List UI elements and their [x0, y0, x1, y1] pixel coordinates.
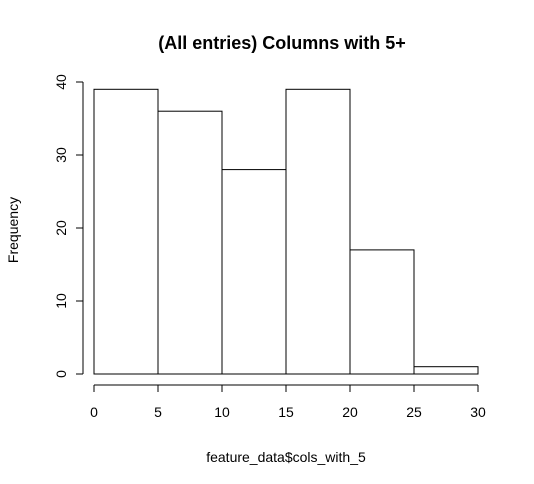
y-tick-label-0: 0: [53, 370, 69, 378]
y-tick-label-3: 30: [53, 147, 69, 163]
x-tick-label-2: 10: [214, 404, 230, 420]
x-tick-label-1: 5: [154, 404, 162, 420]
y-tick-label-2: 20: [53, 220, 69, 236]
x-tick-label-5: 25: [406, 404, 422, 420]
x-tick-label-4: 20: [342, 404, 358, 420]
bars-group: [93, 88, 479, 375]
y-tick-label-1: 10: [53, 293, 69, 309]
histogram-bar-2: [221, 169, 287, 375]
y-axis: 0 10 20 30 40: [53, 74, 84, 378]
x-axis-label: feature_data$cols_with_5: [206, 449, 366, 465]
histogram-bar-1: [157, 110, 223, 375]
y-tick-label-4: 40: [53, 74, 69, 90]
x-tick-label-6: 30: [470, 404, 486, 420]
x-tick-label-0: 0: [90, 404, 98, 420]
y-axis-label: Frequency: [5, 197, 21, 263]
x-axis: 0 5 10 15 20 25 30: [90, 384, 486, 420]
chart-title: (All entries) Columns with 5+: [158, 33, 406, 53]
histogram-bar-4: [349, 249, 415, 375]
histogram-bar-3: [285, 88, 351, 375]
x-tick-label-3: 15: [278, 404, 294, 420]
histogram-bar-0: [93, 88, 159, 375]
histogram-bar-5: [413, 366, 479, 375]
